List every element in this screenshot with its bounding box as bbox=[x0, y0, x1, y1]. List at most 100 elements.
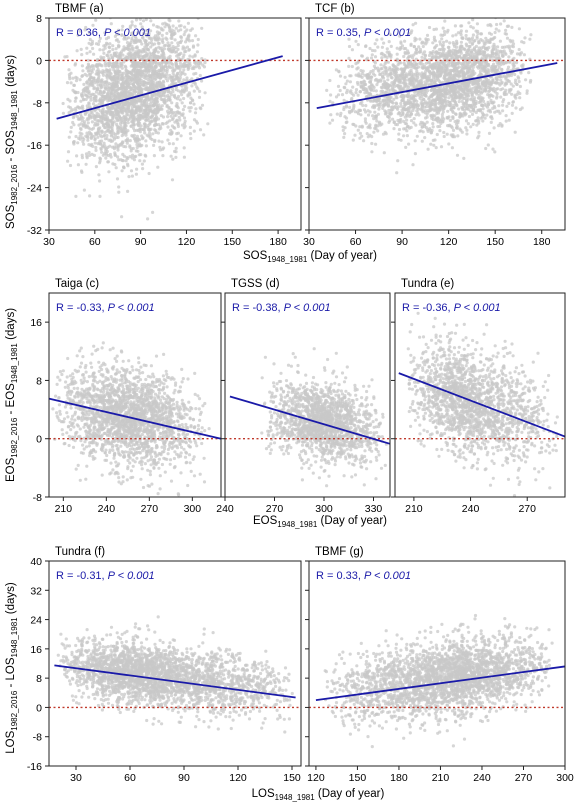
data-point bbox=[483, 8, 486, 11]
data-point bbox=[411, 108, 415, 112]
data-point bbox=[374, 98, 378, 102]
data-point bbox=[89, 68, 93, 73]
data-point bbox=[133, 105, 137, 109]
data-point bbox=[174, 63, 178, 68]
data-point bbox=[359, 84, 363, 88]
data-point bbox=[478, 69, 482, 74]
data-point bbox=[187, 106, 191, 110]
data-point bbox=[133, 87, 137, 92]
data-point bbox=[100, 119, 104, 123]
data-point bbox=[143, 122, 147, 126]
data-point bbox=[476, 48, 481, 53]
data-point bbox=[127, 94, 131, 99]
data-point bbox=[155, 83, 159, 87]
x-tick-label: 180 bbox=[269, 236, 287, 248]
data-point bbox=[117, 40, 121, 44]
data-point bbox=[504, 114, 508, 118]
data-point bbox=[380, 37, 384, 41]
data-point bbox=[199, 107, 203, 111]
data-point bbox=[72, 142, 76, 146]
data-point bbox=[158, 4, 161, 7]
data-point bbox=[113, 82, 117, 87]
data-point bbox=[366, 74, 370, 78]
data-point bbox=[107, 138, 111, 142]
data-point bbox=[492, 42, 496, 46]
data-point bbox=[115, 63, 119, 67]
data-point bbox=[512, 56, 516, 60]
data-point bbox=[120, 33, 124, 37]
data-point bbox=[120, 76, 124, 80]
data-point bbox=[142, 31, 146, 36]
data-point bbox=[121, 132, 126, 136]
data-point bbox=[110, 105, 114, 109]
data-point bbox=[497, 104, 501, 108]
data-point bbox=[136, 12, 139, 15]
data-point bbox=[507, 101, 511, 105]
data-point bbox=[124, 145, 128, 149]
data-point bbox=[182, 155, 186, 159]
data-point bbox=[138, 57, 142, 61]
data-point bbox=[163, 74, 167, 78]
data-point bbox=[172, 125, 176, 130]
data-point bbox=[414, 62, 418, 66]
data-point bbox=[176, 29, 180, 33]
data-point bbox=[177, 80, 181, 84]
data-point bbox=[138, 11, 141, 14]
data-point bbox=[454, 33, 458, 37]
data-point bbox=[112, 61, 116, 65]
data-point bbox=[442, 40, 446, 45]
data-point bbox=[168, 73, 172, 78]
data-point bbox=[157, 123, 161, 127]
data-point bbox=[519, 71, 523, 75]
data-point bbox=[468, 60, 472, 64]
data-point bbox=[94, 148, 98, 152]
x-tick-label: 150 bbox=[224, 236, 242, 248]
data-point bbox=[98, 89, 102, 93]
data-point bbox=[405, 129, 409, 133]
data-point bbox=[506, 65, 511, 69]
data-point bbox=[152, 109, 156, 113]
data-point bbox=[417, 45, 421, 49]
data-point bbox=[170, 36, 174, 41]
data-point bbox=[96, 127, 101, 131]
data-point bbox=[358, 125, 362, 129]
data-point bbox=[487, 90, 491, 94]
data-point bbox=[106, 35, 111, 40]
data-point bbox=[115, 124, 119, 128]
data-point bbox=[141, 127, 146, 132]
data-point bbox=[156, 38, 160, 42]
data-point bbox=[385, 47, 389, 51]
data-point bbox=[334, 68, 338, 72]
data-point bbox=[177, 115, 181, 119]
data-point bbox=[401, 110, 405, 114]
data-point bbox=[435, 76, 440, 81]
data-point bbox=[110, 77, 114, 81]
data-point bbox=[72, 83, 76, 87]
data-point bbox=[83, 111, 87, 115]
data-point bbox=[144, 18, 148, 22]
data-point bbox=[96, 72, 100, 76]
data-point bbox=[113, 113, 118, 117]
data-point bbox=[491, 78, 495, 82]
data-point bbox=[489, 115, 493, 119]
data-point bbox=[84, 97, 88, 101]
data-point bbox=[438, 124, 442, 129]
data-point bbox=[202, 65, 206, 69]
data-point bbox=[423, 122, 427, 126]
data-point bbox=[425, 101, 430, 105]
data-point bbox=[108, 42, 112, 46]
data-point bbox=[154, 47, 158, 51]
data-point bbox=[96, 142, 100, 146]
data-point bbox=[170, 50, 174, 54]
data-point bbox=[360, 125, 364, 129]
data-point bbox=[124, 159, 128, 163]
data-point bbox=[161, 37, 165, 41]
data-point bbox=[130, 100, 135, 104]
data-point bbox=[67, 111, 71, 115]
data-point bbox=[123, 121, 127, 125]
data-point bbox=[100, 130, 104, 135]
data-point bbox=[176, 124, 180, 129]
data-point bbox=[151, 210, 155, 214]
data-point bbox=[116, 127, 120, 131]
data-point bbox=[423, 50, 427, 54]
